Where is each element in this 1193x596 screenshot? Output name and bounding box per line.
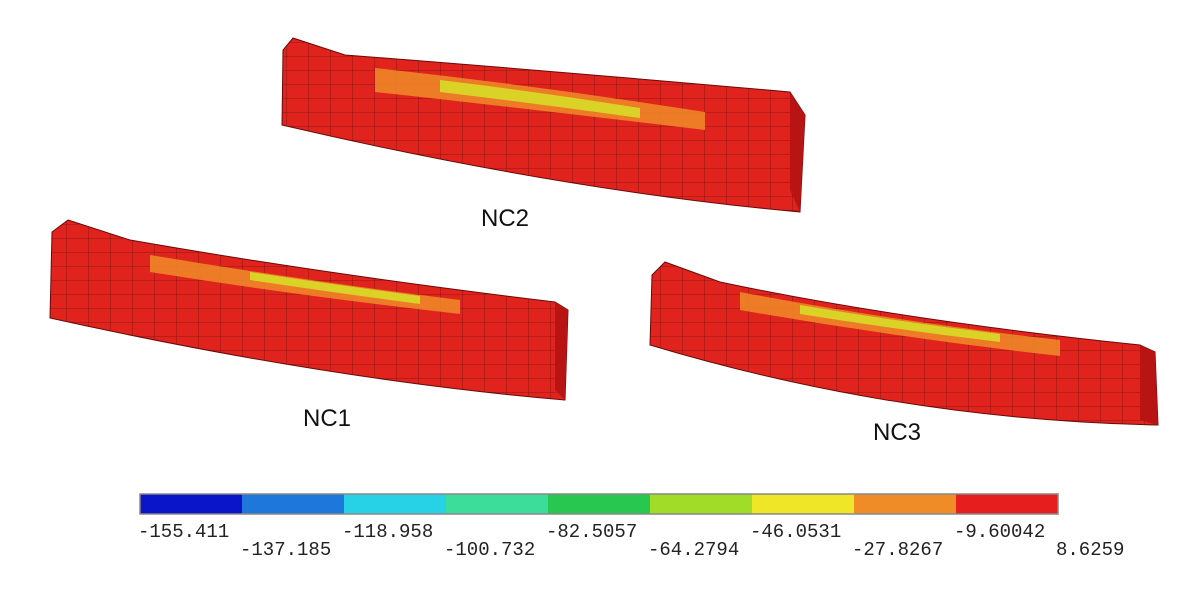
legend-label: -46.0531 [750,521,841,543]
beam-nc2 [281,37,806,213]
legend-swatch [548,494,650,514]
legend-label: 8.6259 [1056,539,1124,561]
beam-label: NC3 [873,419,921,446]
legend-label: -64.2794 [648,539,739,561]
beam-nc3 [649,261,1159,426]
legend-label: -9.60042 [954,521,1045,543]
color-legend: -155.411 -137.185 -118.958 -100.732 -82.5057… [138,493,1124,561]
beam-nc1 [49,219,569,401]
legend-frame [139,493,1059,515]
beam-label: NC2 [481,205,529,232]
legend-label: -155.411 [138,521,229,543]
legend-swatch [242,494,344,514]
legend-label: -118.958 [342,521,433,543]
legend-label: -100.732 [444,539,535,561]
legend-swatch [446,494,548,514]
legend-swatch [854,494,956,514]
legend-swatch [140,494,242,514]
legend-swatch [752,494,854,514]
legend-swatch [956,494,1058,514]
legend-label: -27.8267 [852,539,943,561]
beam-label: NC1 [303,405,351,432]
legend-swatch [650,494,752,514]
legend-label: -137.185 [240,539,331,561]
legend-swatch [344,494,446,514]
legend-label: -82.5057 [546,521,637,543]
